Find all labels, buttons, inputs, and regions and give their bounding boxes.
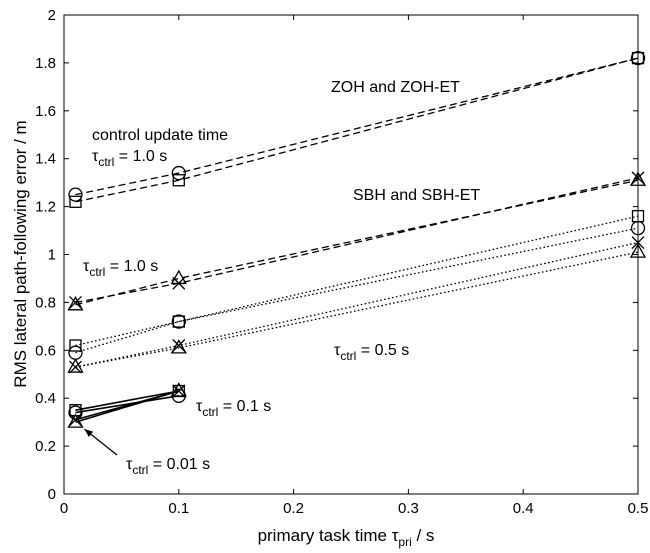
marker-triangle xyxy=(170,382,187,397)
series-line xyxy=(75,57,639,203)
series-7 xyxy=(69,236,645,374)
series-5 xyxy=(69,210,645,352)
y-tick-label: 0.2 xyxy=(35,438,56,455)
annotation-text: = 1.0 s xyxy=(114,148,167,165)
series-line xyxy=(75,227,639,354)
x-axis-label-prefix: primary task time xyxy=(258,526,392,545)
x-axis-label-symbol: τ xyxy=(392,526,399,545)
series-1 xyxy=(68,50,646,202)
marker-circle xyxy=(630,221,646,236)
x-tick-label: 0.5 xyxy=(628,500,649,517)
y-tick-label: 0.8 xyxy=(35,294,56,311)
marker-x xyxy=(69,295,82,309)
axis-ticks: 0 0.1 0.2 0.3 0.4 0.5 0 0.2 0.4 0.6 0.8 1 1.2 1.4 1.6 1… xyxy=(35,7,648,517)
annotation-sub: ctrl xyxy=(132,463,148,477)
annotation-cut: control update time xyxy=(92,127,228,144)
x-tick-label: 0.2 xyxy=(283,500,304,517)
annotation-text: = 0.1 s xyxy=(218,398,271,415)
annotation-t01: τctrl = 0.1 s xyxy=(196,398,271,419)
series-layer xyxy=(67,50,647,428)
series-2 xyxy=(69,51,645,208)
marker-circle xyxy=(171,314,186,329)
series-line xyxy=(75,179,639,306)
annotation-symbol: τ xyxy=(196,398,203,415)
series-4 xyxy=(67,171,647,311)
annotation-symbol: τ xyxy=(126,456,133,473)
y-axis-label: RMS lateral path-following error / m xyxy=(11,120,30,387)
series-12 xyxy=(67,382,187,428)
marker-x xyxy=(631,171,645,185)
annotation-arrow-head xyxy=(84,429,94,438)
annotation-symbol: τ xyxy=(83,258,90,275)
marker-square xyxy=(69,339,82,352)
marker-x xyxy=(631,236,645,249)
marker-triangle xyxy=(170,339,187,354)
annotation-sbh: SBH and SBH-ET xyxy=(353,187,480,204)
x-tick-label: 0.3 xyxy=(398,500,419,517)
series-line xyxy=(75,251,639,368)
series-line xyxy=(75,390,179,411)
x-axis-label-suffix: / s xyxy=(412,526,435,545)
series-line xyxy=(75,390,180,423)
annotation-text: = 0.5 s xyxy=(356,342,409,359)
marker-circle xyxy=(630,50,646,66)
annotation-sub: ctrl xyxy=(89,265,105,279)
annotation-sub: ctrl xyxy=(202,405,218,419)
annotation-text: = 0.01 s xyxy=(148,456,210,473)
series-11 xyxy=(69,384,186,427)
y-tick-label: 1.6 xyxy=(35,103,56,120)
marker-square xyxy=(172,174,185,187)
marker-square xyxy=(172,315,185,328)
annotation-t05: τctrl = 0.5 s xyxy=(334,342,409,363)
marker-square xyxy=(631,51,645,65)
marker-triangle xyxy=(67,413,84,428)
x-tick-label: 0.1 xyxy=(168,500,189,517)
annotation-sub: ctrl xyxy=(340,349,356,363)
marker-x xyxy=(172,339,186,352)
y-tick-label: 0 xyxy=(48,486,56,503)
annotation-t10b: τctrl = 1.0 s xyxy=(83,258,158,279)
marker-x xyxy=(69,413,82,427)
y-tick-label: 1 xyxy=(48,247,56,264)
marker-triangle xyxy=(67,358,84,373)
marker-square xyxy=(69,195,82,208)
marker-triangle xyxy=(170,269,187,285)
x-axis-label-sub: pri xyxy=(398,535,411,549)
marker-circle xyxy=(68,187,83,202)
marker-triangle xyxy=(67,295,84,311)
annotation-zoh: ZOH and ZOH-ET xyxy=(331,79,460,96)
x-tick-label: 0 xyxy=(60,500,68,517)
y-tick-label: 1.8 xyxy=(35,55,56,72)
marker-circle xyxy=(171,165,186,181)
annotation-t001: τctrl = 0.01 s xyxy=(126,456,210,477)
y-tick-label: 0.4 xyxy=(35,390,56,407)
annotation-symbol: τ xyxy=(92,148,99,165)
annotation-symbol: τ xyxy=(334,342,341,359)
x-tick-label: 0.4 xyxy=(513,500,534,517)
y-tick-label: 1.4 xyxy=(35,151,56,168)
y-tick-label: 1.2 xyxy=(35,199,56,216)
y-tick-label: 0.6 xyxy=(35,342,56,359)
marker-triangle xyxy=(629,243,647,258)
marker-triangle xyxy=(629,171,647,186)
annotation-t10a: τctrl = 1.0 s xyxy=(92,148,167,169)
series-line xyxy=(75,57,639,196)
y-tick-label: 2 xyxy=(48,7,56,24)
series-line xyxy=(75,215,639,347)
annotation-text: = 1.0 s xyxy=(105,258,158,275)
x-axis-label: primary task time τpri / s xyxy=(258,526,435,549)
series-8 xyxy=(67,243,647,373)
annotation-sub: ctrl xyxy=(98,155,114,169)
series-line xyxy=(75,395,179,414)
